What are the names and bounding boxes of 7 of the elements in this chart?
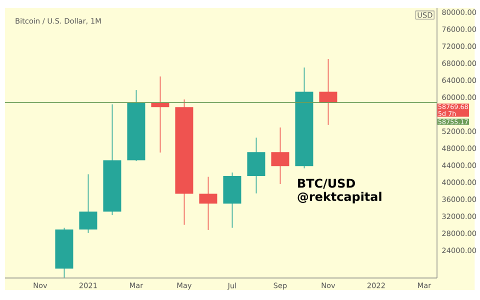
candlestick bbox=[79, 174, 98, 234]
annotation: @rektcapital bbox=[298, 192, 382, 204]
candlestick bbox=[319, 58, 338, 126]
annotation: BTC/USD bbox=[298, 178, 355, 189]
candlestick bbox=[247, 137, 266, 194]
candlestick bbox=[199, 176, 218, 230]
candlestick bbox=[271, 127, 290, 184]
